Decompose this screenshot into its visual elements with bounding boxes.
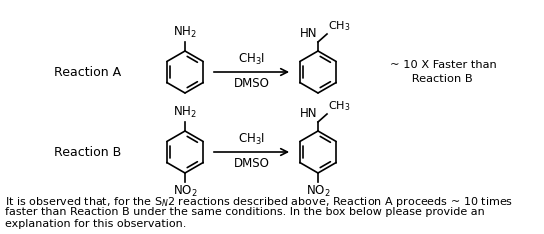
- Text: NO$_2$: NO$_2$: [306, 184, 330, 199]
- Text: NH$_2$: NH$_2$: [173, 25, 197, 40]
- Text: explanation for this observation.: explanation for this observation.: [5, 219, 187, 229]
- Text: It is observed that, for the S$_N$2 reactions described above, Reaction A procee: It is observed that, for the S$_N$2 reac…: [5, 195, 513, 209]
- Text: NH$_2$: NH$_2$: [173, 105, 197, 120]
- Text: DMSO: DMSO: [233, 77, 269, 90]
- Text: ~ 10 X Faster than
      Reaction B: ~ 10 X Faster than Reaction B: [390, 60, 497, 84]
- Text: CH$_3$: CH$_3$: [328, 19, 350, 33]
- Text: faster than Reaction B under the same conditions. In the box below please provid: faster than Reaction B under the same co…: [5, 207, 485, 217]
- Text: HN: HN: [300, 27, 317, 40]
- Text: DMSO: DMSO: [233, 157, 269, 170]
- Text: Reaction A: Reaction A: [54, 66, 121, 78]
- Text: CH$_3$I: CH$_3$I: [238, 132, 265, 147]
- Text: CH$_3$I: CH$_3$I: [238, 52, 265, 67]
- Text: NO$_2$: NO$_2$: [172, 184, 197, 199]
- Text: CH$_3$: CH$_3$: [328, 99, 350, 113]
- Text: HN: HN: [300, 107, 317, 120]
- Text: Reaction B: Reaction B: [54, 146, 122, 158]
